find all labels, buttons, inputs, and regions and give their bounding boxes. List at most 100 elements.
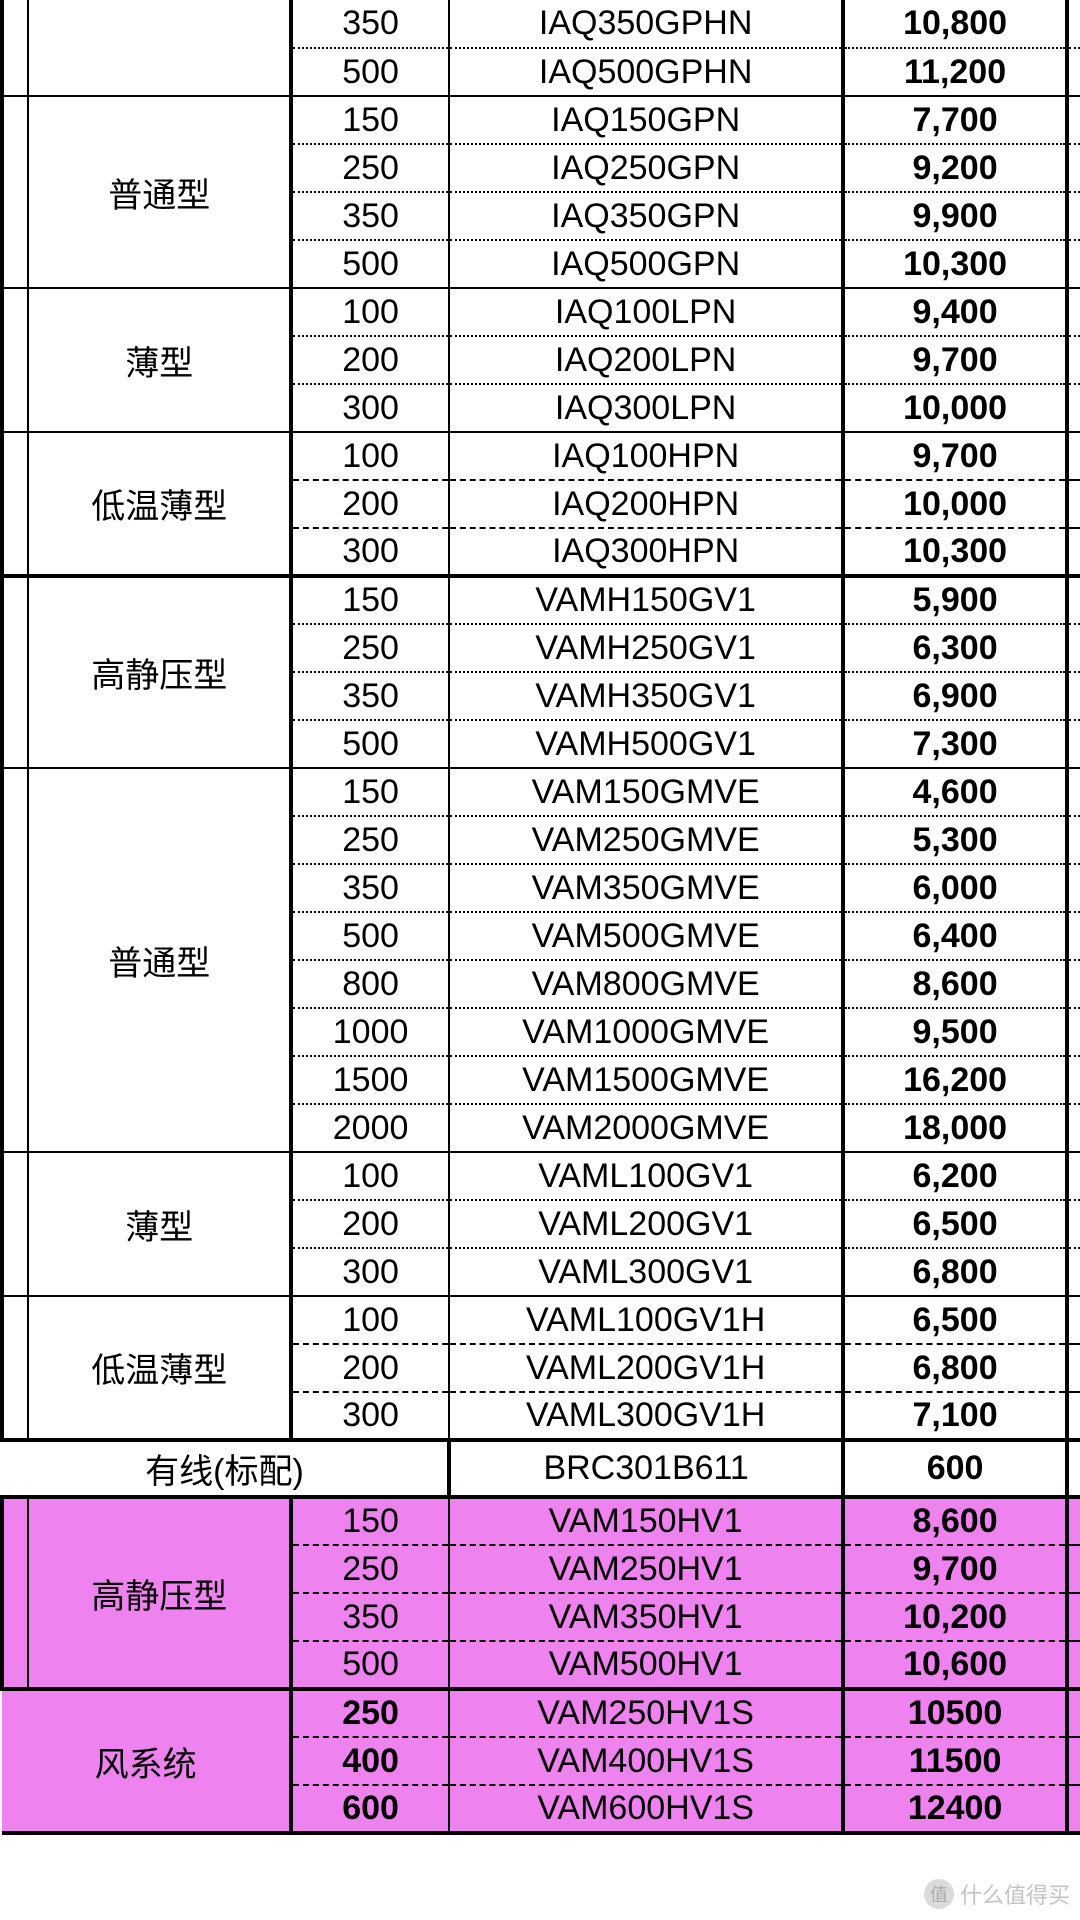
model-cell: VAM1500GMVE [449,1056,843,1104]
type-label: 风系统 [2,1689,291,1833]
price-cell: 9,700 [843,1545,1066,1593]
capacity-cell: 300 [291,1392,449,1440]
row-right-stub [1067,1056,1080,1104]
price-cell: 10,800 [843,0,1066,48]
row-right-stub [1067,1593,1080,1641]
capacity-cell: 1000 [291,1008,449,1056]
row-right-stub [1067,432,1080,480]
row-right-stub [1067,0,1080,48]
model-cell: IAQ200HPN [449,480,843,528]
watermark: 值 什么值得买 [924,1878,1070,1910]
watermark-text: 什么值得买 [960,1878,1070,1910]
row-blank [2,1152,28,1296]
model-cell: VAM400HV1S [449,1737,843,1785]
price-cell: 9,900 [843,192,1066,240]
model-cell: VAM350GMVE [449,864,843,912]
price-cell: 9,700 [843,432,1066,480]
row-right-stub [1067,864,1080,912]
row-blank [2,768,28,1152]
table-row: 薄型100VAML100GV16,200 [2,1152,1080,1200]
type-label: 普通型 [28,96,291,288]
capacity-cell: 500 [291,720,449,768]
table-row: 高静压型150VAMH150GV15,900 [2,576,1080,624]
price-cell: 7,300 [843,720,1066,768]
price-cell: 6,200 [843,1152,1066,1200]
type-label: 低温薄型 [28,432,291,576]
model-cell: VAML300GV1H [449,1392,843,1440]
type-label: 低温薄型 [28,1296,291,1440]
model-cell: VAM1000GMVE [449,1008,843,1056]
row-right-stub [1067,384,1080,432]
model-cell: VAMH150GV1 [449,576,843,624]
model-cell: VAM800GMVE [449,960,843,1008]
price-cell: 9,400 [843,288,1066,336]
price-cell: 10,000 [843,384,1066,432]
price-cell: 9,700 [843,336,1066,384]
row-right-stub [1067,1785,1080,1833]
table-row: 高静压型150VAM150HV18,600 [2,1497,1080,1545]
table-row: 普通型150VAM150GMVE4,600 [2,768,1080,816]
model-cell: IAQ200LPN [449,336,843,384]
row-blank [2,576,28,768]
model-cell: VAM250GMVE [449,816,843,864]
model-cell: IAQ250GPN [449,144,843,192]
row-right-stub [1067,768,1080,816]
capacity-cell: 150 [291,1497,449,1545]
capacity-cell: 1500 [291,1056,449,1104]
table-row: 风系统250VAM250HV1S10500 [2,1689,1080,1737]
type-label: 高静压型 [28,576,291,768]
capacity-cell: 300 [291,1248,449,1296]
capacity-cell: 200 [291,336,449,384]
price-cell: 5,900 [843,576,1066,624]
wired-model: BRC301B611 [449,1440,843,1497]
model-cell: IAQ500GPHN [449,48,843,96]
capacity-cell: 300 [291,528,449,576]
price-cell: 5,300 [843,816,1066,864]
capacity-cell: 2000 [291,1104,449,1152]
capacity-cell: 100 [291,1296,449,1344]
price-cell: 10,300 [843,528,1066,576]
model-cell: VAM500HV1 [449,1641,843,1689]
capacity-cell: 600 [291,1785,449,1833]
row-right-stub [1067,1440,1080,1497]
model-cell: VAML100GV1 [449,1152,843,1200]
price-cell: 9,500 [843,1008,1066,1056]
price-cell: 7,100 [843,1392,1066,1440]
price-cell: 9,200 [843,144,1066,192]
capacity-cell: 350 [291,864,449,912]
row-right-stub [1067,96,1080,144]
model-cell: VAM500GMVE [449,912,843,960]
row-blank [2,288,28,432]
model-cell: VAM250HV1 [449,1545,843,1593]
model-cell: VAMH500GV1 [449,720,843,768]
row-right-stub [1067,1392,1080,1440]
model-cell: VAM2000GMVE [449,1104,843,1152]
row-right-stub [1067,1344,1080,1392]
row-right-stub [1067,912,1080,960]
type-label: 高静压型 [28,1497,291,1689]
capacity-cell: 800 [291,960,449,1008]
capacity-cell: 150 [291,96,449,144]
price-cell: 8,600 [843,960,1066,1008]
row-right-stub [1067,1200,1080,1248]
model-cell: IAQ350GPN [449,192,843,240]
model-cell: IAQ350GPHN [449,0,843,48]
row-right-stub [1067,960,1080,1008]
row-blank [2,0,28,96]
row-right-stub [1067,528,1080,576]
model-cell: VAM350HV1 [449,1593,843,1641]
table-row: 低温薄型100IAQ100HPN9,700 [2,432,1080,480]
row-right-stub [1067,1689,1080,1737]
capacity-cell: 150 [291,576,449,624]
model-cell: IAQ300HPN [449,528,843,576]
price-cell: 6,000 [843,864,1066,912]
table-row: 薄型100IAQ100LPN9,400 [2,288,1080,336]
price-cell: 6,300 [843,624,1066,672]
wired-row: 有线(标配)BRC301B611600 [2,1440,1080,1497]
capacity-cell: 300 [291,384,449,432]
capacity-cell: 250 [291,1545,449,1593]
price-cell: 11,200 [843,48,1066,96]
row-right-stub [1067,1296,1080,1344]
table-row: 低温薄型100VAML100GV1H6,500 [2,1296,1080,1344]
capacity-cell: 500 [291,912,449,960]
